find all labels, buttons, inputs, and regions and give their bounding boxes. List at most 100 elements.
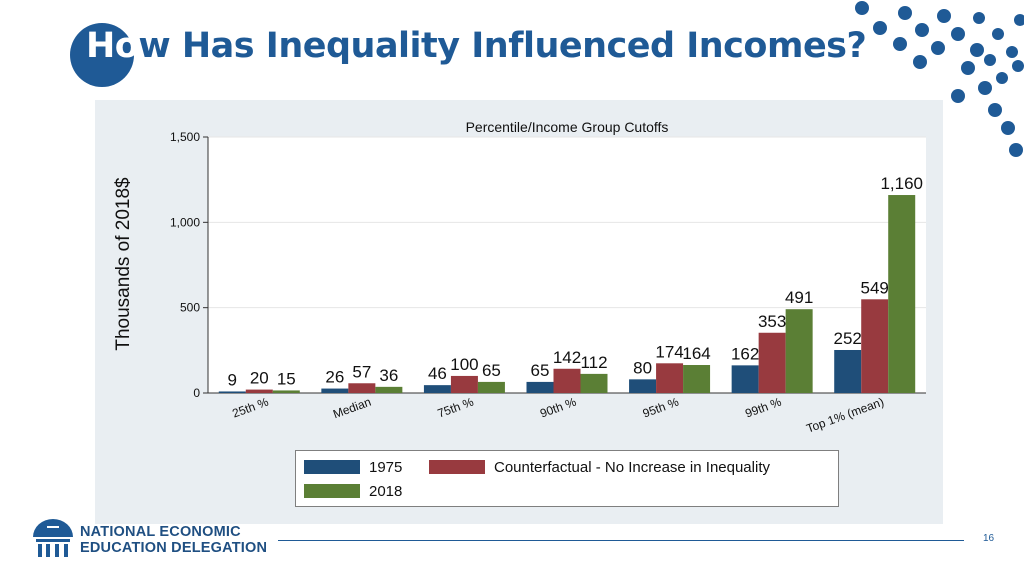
x-tick-label: 75th %	[436, 395, 476, 421]
bar	[477, 381, 505, 393]
bar	[834, 349, 862, 393]
bar	[888, 195, 916, 393]
decorative-dot	[1012, 60, 1024, 72]
y-tick-label: 0	[193, 386, 200, 400]
x-tick-label: 25th %	[230, 395, 270, 421]
bar	[731, 365, 759, 393]
bar	[375, 386, 403, 393]
data-label: 20	[250, 369, 269, 388]
decorative-dot	[951, 27, 965, 41]
data-label: 26	[325, 368, 344, 387]
legend-item-1975: 1975	[304, 457, 402, 477]
slide-title-rest: w Has Inequality Influenced Incomes?	[138, 26, 867, 66]
decorative-dot	[951, 89, 965, 103]
decorative-dot	[1009, 143, 1023, 157]
legend-swatch-counterfactual	[429, 460, 485, 474]
need-logo-icon	[33, 519, 73, 557]
decorative-dot	[931, 41, 945, 55]
data-label: 65	[482, 361, 501, 380]
bar	[348, 383, 376, 393]
legend-item-counterfactual: Counterfactual - No Increase in Inequali…	[429, 457, 770, 477]
bar	[580, 373, 608, 393]
decorative-dot	[898, 6, 912, 20]
bar	[785, 309, 813, 393]
org-name-line-2: EDUCATION DELEGATION	[80, 540, 268, 556]
decorative-dot	[1006, 46, 1018, 58]
decorative-dot	[893, 37, 907, 51]
x-tick-label: 95th %	[641, 395, 681, 421]
legend-label-counterfactual: Counterfactual - No Increase in Inequali…	[494, 458, 770, 476]
x-tick-label: Median	[331, 395, 373, 422]
decorative-dot	[855, 1, 869, 15]
y-tick-label: 1,500	[170, 130, 200, 144]
legend-swatch-1975	[304, 460, 360, 474]
decorative-dot	[873, 21, 887, 35]
data-label: 36	[379, 366, 398, 385]
data-label: 46	[428, 364, 447, 383]
data-label: 549	[861, 278, 889, 297]
x-tick-label: 99th %	[743, 395, 783, 421]
decorative-dot	[1014, 14, 1024, 26]
bar	[321, 388, 349, 393]
data-label: 100	[450, 355, 478, 374]
bar	[450, 375, 478, 393]
decorative-dot	[937, 9, 951, 23]
org-name-line-1: NATIONAL ECONOMIC	[80, 524, 241, 540]
x-tick-label: 90th %	[538, 395, 578, 421]
decorative-dot	[915, 23, 929, 37]
decorative-dot	[913, 55, 927, 69]
bar	[218, 391, 246, 393]
data-label: 162	[731, 344, 759, 363]
chart-title: Percentile/Income Group Cutoffs	[466, 119, 669, 135]
legend-label-2018: 2018	[369, 482, 403, 500]
decorative-dot	[984, 54, 996, 66]
bar	[553, 368, 581, 393]
y-axis-label: Thousands of 2018$	[113, 177, 134, 351]
data-label: 164	[682, 344, 710, 363]
data-label: 142	[553, 348, 581, 367]
decorative-dot	[961, 61, 975, 75]
decorative-dot	[996, 72, 1008, 84]
bar	[656, 363, 684, 393]
bar	[423, 385, 451, 393]
data-label: 80	[633, 358, 652, 377]
bar	[629, 379, 657, 393]
legend-swatch-2018	[304, 484, 360, 498]
bar-chart: 0 500 1,000 1,500 Percentile/Income Group Cu…	[113, 119, 926, 436]
footer-divider	[278, 540, 964, 541]
data-label: 353	[758, 312, 786, 331]
legend-item-2018: 2018	[304, 481, 402, 501]
decorative-dot	[970, 43, 984, 57]
data-label: 15	[277, 369, 296, 388]
page-number: 16	[983, 533, 995, 544]
slide-title-highlight: Ho	[86, 26, 139, 66]
bar	[683, 365, 711, 393]
bar	[758, 332, 786, 393]
organization-name: NATIONAL ECONOMIC EDUCATION DELEGATION	[80, 524, 267, 556]
data-label: 491	[785, 288, 813, 307]
decorative-dot	[973, 12, 985, 24]
y-tick-label: 1,000	[170, 215, 200, 229]
chart-legend: 1975 Counterfactual - No Increase in Ine…	[295, 450, 839, 507]
decorative-dot	[988, 103, 1002, 117]
legend-label-1975: 1975	[369, 458, 403, 476]
data-label: 1,160	[880, 174, 923, 193]
decorative-dot	[992, 28, 1004, 40]
bar	[272, 390, 300, 393]
title-accent-circle	[70, 23, 134, 87]
slide-title: How Has Inequality Influenced Incomes?	[86, 26, 867, 66]
data-label: 57	[352, 362, 371, 381]
data-label: 174	[655, 342, 683, 361]
x-tick-label: Top 1% (mean)	[804, 395, 885, 436]
decorative-dot	[978, 81, 992, 95]
bar	[526, 381, 554, 393]
data-label: 9	[228, 370, 237, 389]
data-label: 112	[580, 353, 607, 372]
y-tick-label: 500	[180, 301, 200, 315]
bar	[245, 389, 273, 393]
data-label: 252	[834, 329, 862, 348]
decorative-dot-pattern	[855, 1, 1024, 157]
data-label: 65	[531, 361, 550, 380]
decorative-dot	[1001, 121, 1015, 135]
bar	[861, 299, 889, 393]
